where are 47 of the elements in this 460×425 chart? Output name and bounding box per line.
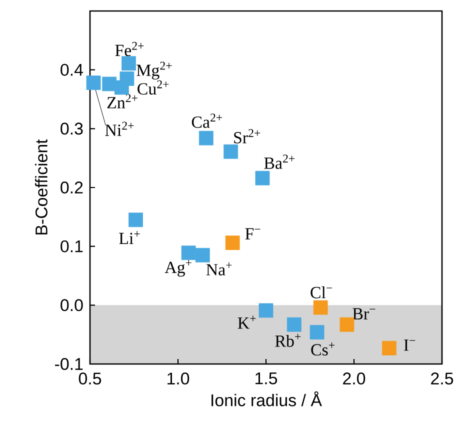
point (181, 246, 196, 260)
point (225, 236, 240, 250)
x-tick-label: 1.0 (168, 372, 190, 385)
y-tick-label: 0.1 (60, 240, 83, 252)
annotation: Zn$^{2+}$ (107, 94, 138, 108)
annotation: Ba$^{2+}$ (264, 154, 295, 169)
y-tick-label: 0.0 (60, 299, 83, 312)
annotation: Cl$^{−}$ (310, 286, 332, 298)
point (340, 317, 354, 332)
annotation: Rb$^{+}$ (275, 334, 301, 347)
point (102, 76, 117, 92)
y-tick-label: 0.2 (60, 182, 83, 194)
point (382, 340, 396, 356)
x-tick-label: 1.5 (256, 372, 278, 384)
point (128, 212, 143, 228)
point (195, 248, 210, 262)
annotation: Li$^{+}$ (119, 231, 140, 244)
annotation: Ca$^{2+}$ (192, 114, 222, 128)
point (313, 300, 328, 315)
annotation: Na$^{+}$ (206, 262, 232, 276)
annotation: Sr$^{2+}$ (234, 129, 260, 144)
y-tick-label: 0.4 (60, 64, 83, 76)
point (224, 144, 238, 159)
y-axis-title: B-Coefficient (35, 139, 48, 234)
x-tick-label: 2.5 (431, 372, 454, 385)
point (310, 325, 324, 340)
point (255, 170, 270, 186)
annotation: K$^{+}$ (238, 316, 256, 329)
annotation: Cs$^{+}$ (311, 342, 334, 356)
x-axis-title: Ionic radius / Å (212, 391, 322, 406)
y-tick-label: -0.1 (55, 358, 83, 370)
annotation: Cu$^{2+}$ (138, 80, 169, 95)
y-tick-label: 0.3 (60, 122, 83, 135)
x-tick-label: 0.5 (78, 372, 102, 385)
annotation: Br$^{−}$ (352, 308, 376, 320)
annotation: Ag$^{+}$ (164, 260, 192, 277)
point (198, 130, 214, 146)
point (86, 76, 101, 90)
point (286, 317, 302, 332)
annotation: I$^{−}$ (404, 340, 416, 351)
x-tick-label: 2.0 (343, 372, 366, 385)
point (122, 56, 136, 71)
annotation: Fe$^{2+}$ (115, 42, 144, 56)
annotation: F$^{−}$ (245, 228, 260, 240)
annotation: Mg$^{2+}$ (136, 62, 172, 80)
annotation: Ni$^{2+}$ (105, 122, 134, 136)
point (258, 303, 274, 318)
